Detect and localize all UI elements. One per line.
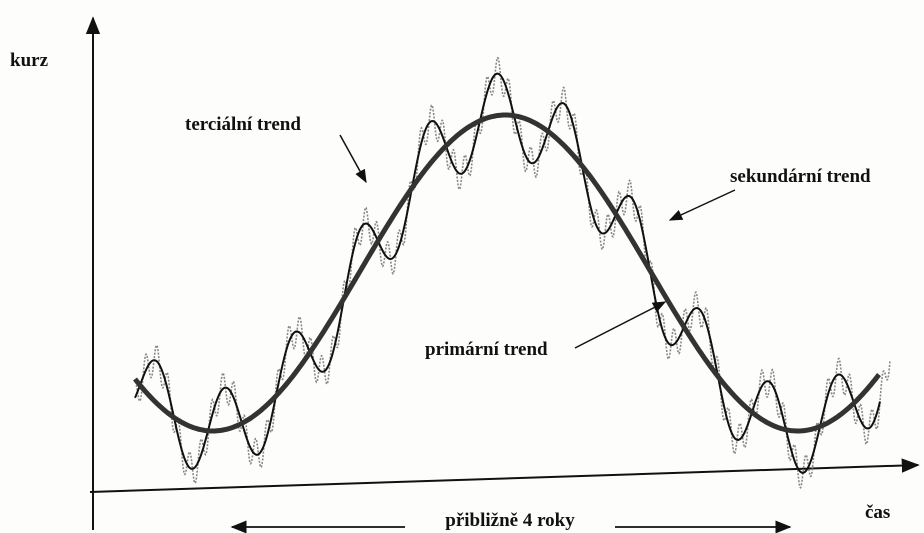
tertiary-label: terciální trend <box>185 114 301 135</box>
x-axis <box>89 458 920 493</box>
y-axis-label: kurz <box>10 50 49 71</box>
primary-label: primární trend <box>425 339 548 360</box>
secondary-arrow <box>668 189 736 221</box>
secondary-curve <box>134 72 881 474</box>
tertiary-arrow <box>339 134 367 184</box>
x-axis-label: čas <box>865 502 890 523</box>
period-label: přibližně 4 roky <box>445 510 575 531</box>
primary-arrow <box>574 301 667 349</box>
primary-curve <box>133 112 881 434</box>
period-label-bg <box>405 508 615 532</box>
tertiary-curve <box>134 57 891 490</box>
secondary-label: sekundární trend <box>730 166 871 187</box>
